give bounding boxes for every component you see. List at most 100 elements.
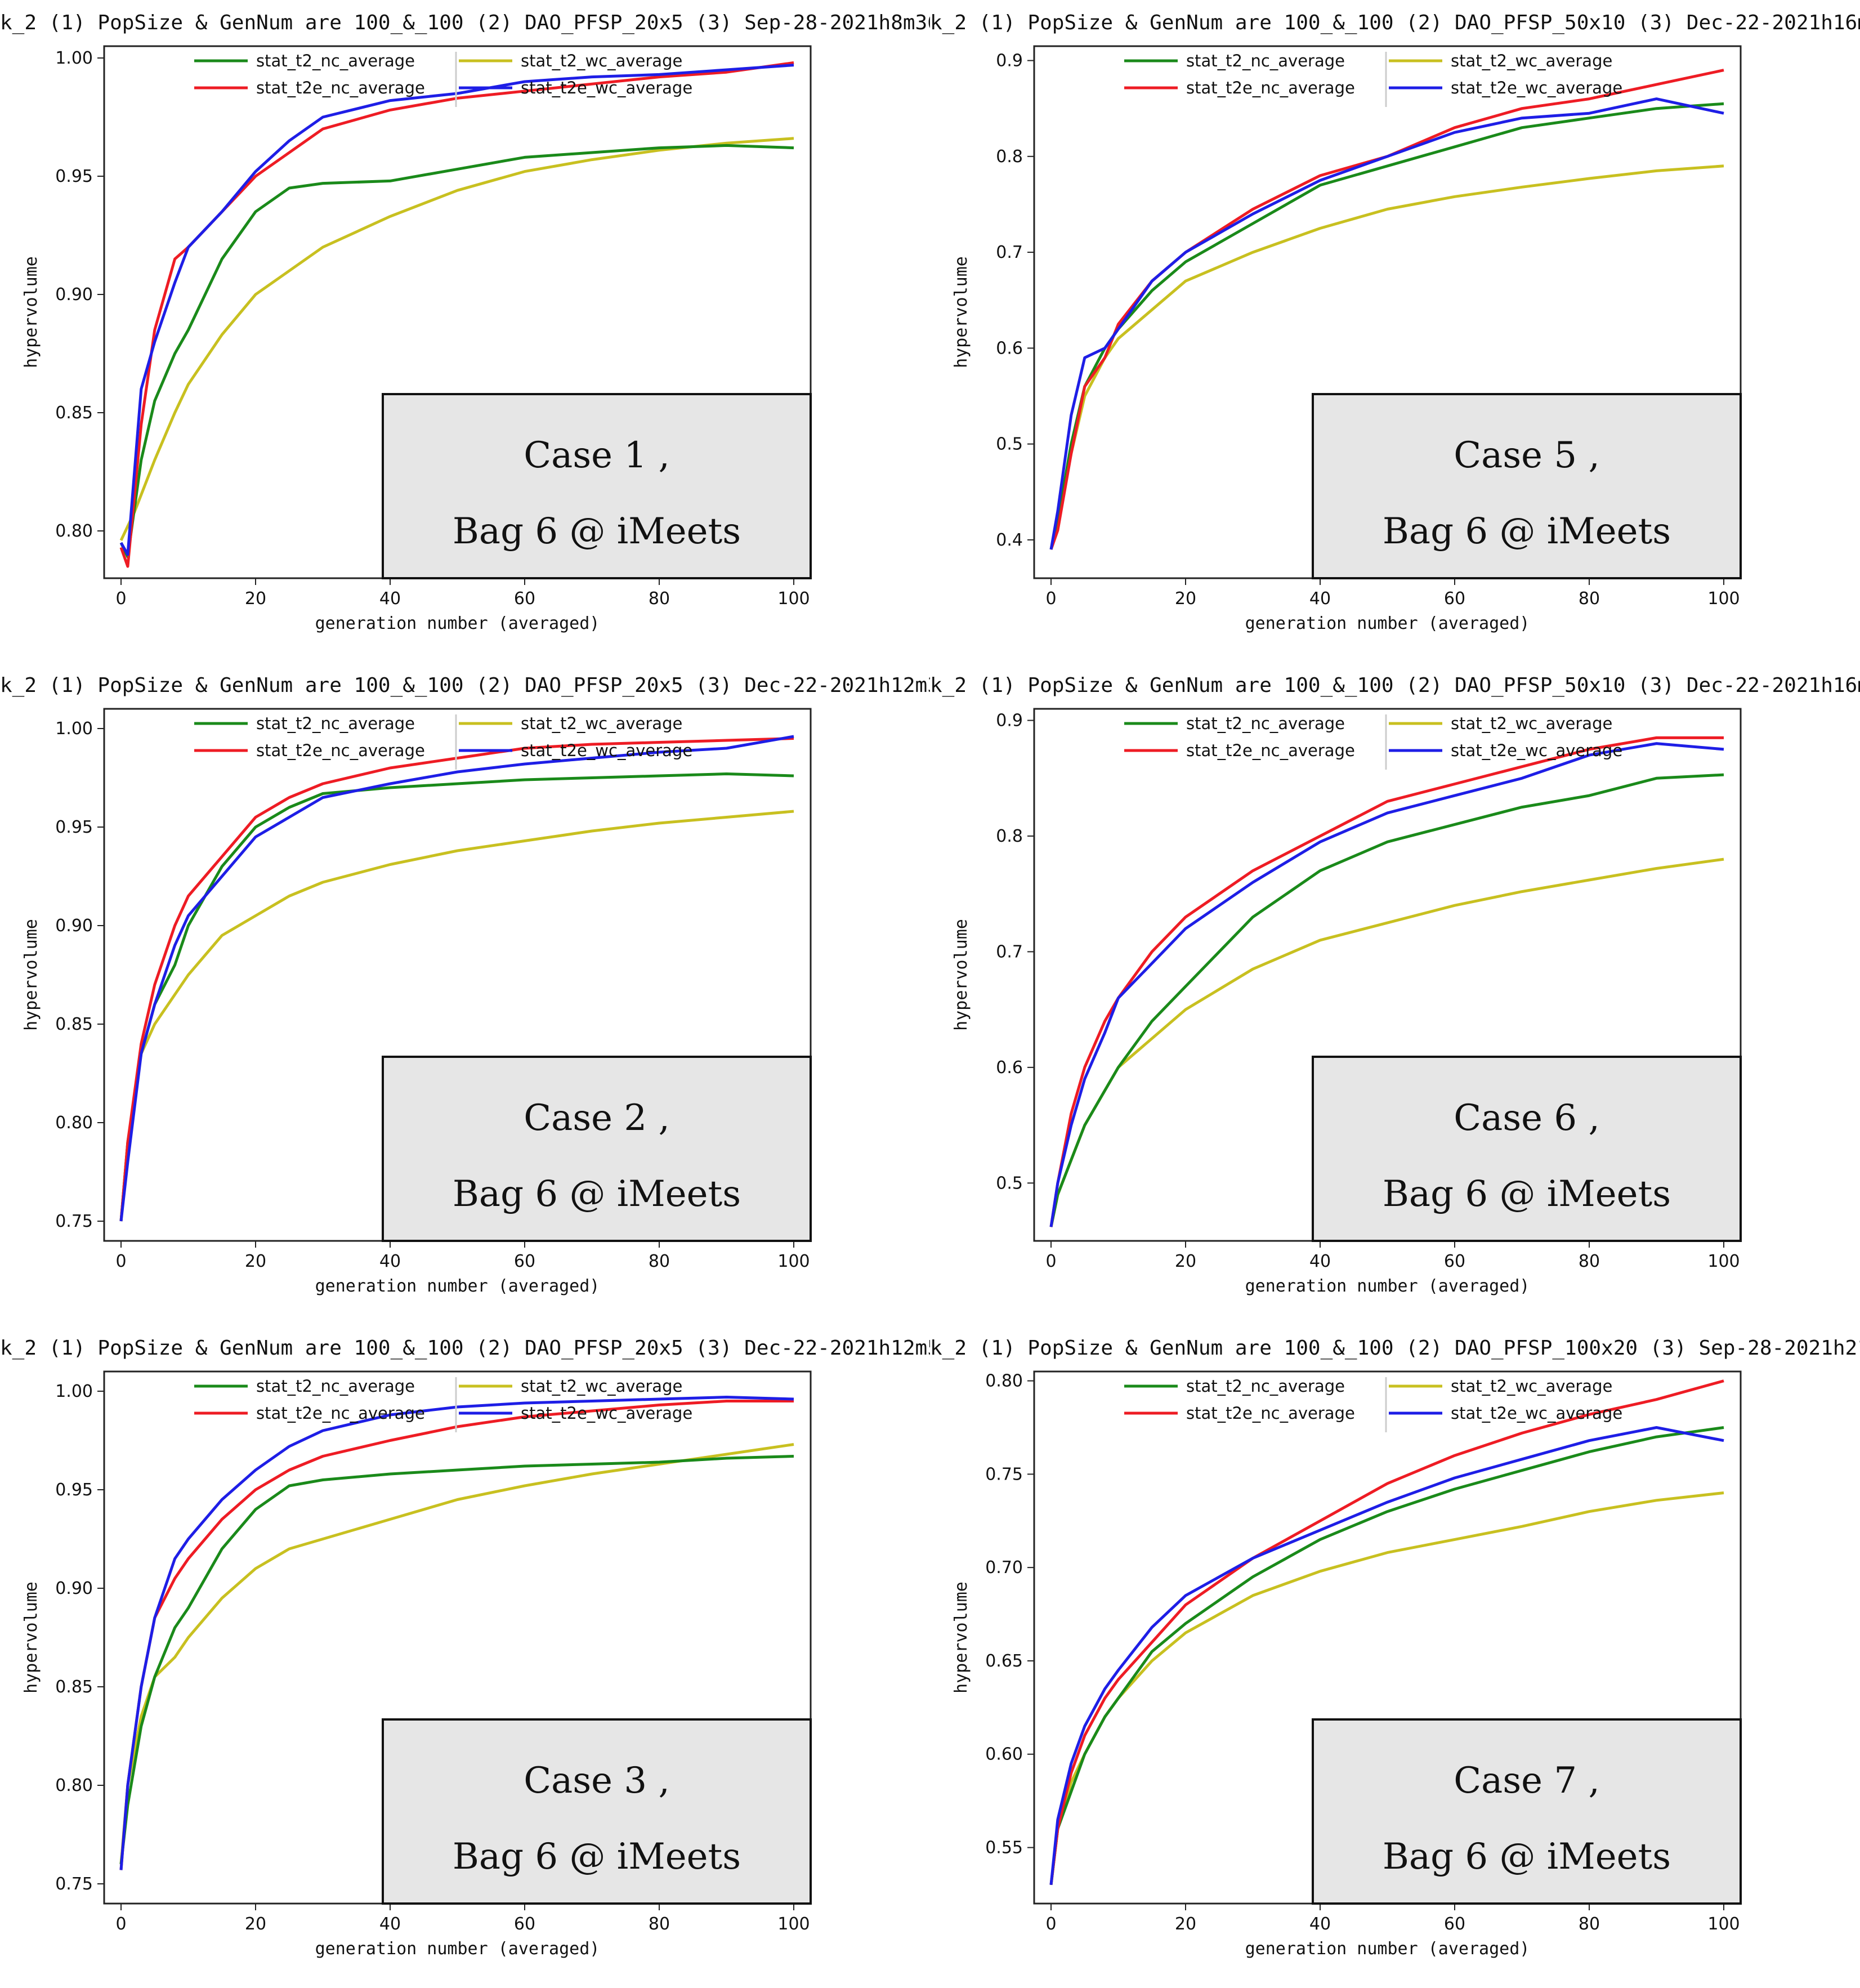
legend-entry: stat_t2_wc_average [1451, 51, 1612, 70]
chart-panel-case-7: k_2 (1) PopSize & GenNum are 100_&_100 (… [930, 1325, 1860, 1988]
series-line-stat-t2e-wc-average [1049, 97, 1724, 550]
y-tick-label: 0.9 [996, 711, 1023, 731]
case-label: Case 7 , [1454, 1760, 1600, 1802]
x-tick-label: 0 [115, 589, 126, 609]
x-tick-label: 80 [1579, 1252, 1600, 1271]
chart-plot: 0.75 0.80 0.85 0.90 0.95 1.00 0 20 40 60 80 100 gene… [21, 1370, 812, 1959]
y-tick-label: 0.75 [55, 1874, 93, 1894]
x-tick-label: 40 [1309, 589, 1331, 609]
y-tick-label: 0.80 [985, 1372, 1023, 1391]
x-tick-label: 60 [514, 1252, 535, 1271]
x-tick-label: 40 [379, 1914, 401, 1934]
legend-entry: stat_t2e_wc_average [521, 1404, 692, 1423]
case-box [382, 393, 812, 579]
x-tick-label: 0 [1045, 1914, 1056, 1934]
case-sublabel: Bag 6 @ iMeets [1383, 1836, 1671, 1878]
case-label: Case 5 , [1454, 435, 1600, 476]
series-line-stat-t2e-wc-average [119, 735, 794, 1222]
series-line-stat-t2-nc-average [119, 1455, 794, 1865]
legend-entry: stat_t2e_wc_average [1451, 1404, 1622, 1423]
x-tick-label: 100 [777, 589, 810, 609]
series-line-stat-t2e-nc-average [119, 737, 794, 1222]
y-tick-label: 0.85 [55, 1677, 93, 1697]
x-tick-label: 20 [245, 1252, 266, 1271]
y-tick-label: 0.95 [55, 167, 93, 186]
x-tick-label: 100 [1707, 589, 1740, 609]
y-tick-label: 0.85 [55, 1015, 93, 1034]
y-tick-label: 0.8 [996, 147, 1023, 167]
x-axis-label: generation number (averaged) [315, 1276, 600, 1296]
case-label: Case 1 , [524, 435, 670, 476]
legend-entry: stat_t2_nc_average [256, 51, 415, 70]
legend-entry: stat_t2e_wc_average [1451, 741, 1622, 760]
case-box [382, 1056, 812, 1242]
legend-entry: stat_t2_wc_average [1451, 1377, 1612, 1396]
y-axis-label: hypervolume [951, 919, 971, 1031]
x-tick-label: 20 [1175, 1914, 1196, 1934]
y-tick-label: 0.75 [985, 1464, 1023, 1484]
series-line-stat-t2e-wc-average [119, 64, 794, 556]
series-line-stat-t2-wc-average [119, 137, 794, 541]
chart-plot: 0.55 0.60 0.65 0.70 0.75 0.80 0 20 40 60 80 100 gene… [951, 1370, 1742, 1959]
series-line-stat-t2e-wc-average [119, 1396, 794, 1870]
y-tick-label: 0.55 [985, 1838, 1023, 1858]
legend-entry: stat_t2_nc_average [1186, 714, 1345, 733]
legend-entry: stat_t2e_nc_average [1186, 1404, 1355, 1423]
chart-title: k_2 (1) PopSize & GenNum are 100_&_100 (… [930, 674, 1860, 697]
series-line-stat-t2-wc-average [119, 810, 794, 1222]
y-tick-label: 0.9 [996, 51, 1023, 71]
y-tick-label: 1.00 [55, 48, 93, 68]
chart-plot: 0.5 0.6 0.7 0.8 0.9 0 20 40 60 80 100 generation nu… [951, 708, 1742, 1296]
chart-plot: 0.80 0.85 0.90 0.95 1.00 0 20 40 60 80 100 generati… [21, 45, 812, 633]
series-line-stat-t2e-nc-average [1049, 736, 1724, 1227]
y-axis-label: hypervolume [21, 256, 41, 368]
y-tick-label: 0.80 [55, 1776, 93, 1795]
x-tick-label: 80 [649, 1252, 670, 1271]
y-tick-label: 0.95 [55, 1480, 93, 1500]
case-sublabel: Bag 6 @ iMeets [1383, 511, 1671, 552]
y-tick-label: 0.5 [996, 435, 1023, 454]
case-box [1312, 393, 1742, 579]
chart-panel-case-5: k_2 (1) PopSize & GenNum are 100_&_100 (… [930, 0, 1860, 663]
x-tick-label: 40 [379, 589, 401, 609]
case-sublabel: Bag 6 @ iMeets [453, 1836, 741, 1878]
x-axis-label: generation number (averaged) [1245, 614, 1530, 633]
y-axis-label: hypervolume [21, 919, 41, 1031]
series-line-stat-t2e-wc-average [1049, 742, 1724, 1227]
chart-title: k_2 (1) PopSize & GenNum are 100_&_100 (… [0, 11, 930, 34]
x-tick-label: 60 [514, 1914, 535, 1934]
y-axis-label: hypervolume [951, 256, 971, 368]
y-tick-label: 0.90 [55, 285, 93, 305]
y-tick-label: 0.7 [996, 942, 1023, 962]
case-box [382, 1718, 812, 1905]
y-tick-label: 0.90 [55, 916, 93, 936]
x-tick-label: 100 [1707, 1252, 1740, 1271]
x-axis-label: generation number (averaged) [315, 614, 600, 633]
y-tick-label: 0.6 [996, 1058, 1023, 1078]
series-line-stat-t2e-nc-average [1049, 1379, 1724, 1886]
legend-entry: stat_t2_wc_average [521, 714, 682, 733]
y-tick-label: 1.00 [55, 719, 93, 739]
x-tick-label: 80 [1579, 589, 1600, 609]
chart-title: k_2 (1) PopSize & GenNum are 100_&_100 (… [0, 674, 930, 697]
chart-plot: 0.4 0.5 0.6 0.7 0.8 0.9 0 20 40 60 80 100 generation… [951, 45, 1742, 633]
x-tick-label: 0 [1045, 1252, 1056, 1271]
y-axis-label: hypervolume [951, 1582, 971, 1694]
y-tick-label: 0.5 [996, 1173, 1023, 1193]
x-tick-label: 60 [1444, 1252, 1465, 1271]
legend-entry: stat_t2_wc_average [521, 51, 682, 70]
legend-entry: stat_t2_nc_average [256, 1377, 415, 1396]
chart-plot: 0.75 0.80 0.85 0.90 0.95 1.00 0 20 40 60 80 100 gene… [21, 708, 812, 1296]
y-tick-label: 0.95 [55, 817, 93, 837]
y-tick-label: 0.60 [985, 1745, 1023, 1764]
x-tick-label: 0 [115, 1252, 126, 1271]
y-tick-label: 0.80 [55, 521, 93, 541]
x-axis-label: generation number (averaged) [1245, 1939, 1530, 1959]
legend-entry: stat_t2e_nc_average [256, 741, 425, 760]
chart-panel-case-6: k_2 (1) PopSize & GenNum are 100_&_100 (… [930, 663, 1860, 1325]
y-tick-label: 0.6 [996, 338, 1023, 358]
x-tick-label: 40 [1309, 1252, 1331, 1271]
x-tick-label: 40 [1309, 1914, 1331, 1934]
legend-entry: stat_t2e_wc_average [521, 78, 692, 97]
case-box [1312, 1718, 1742, 1905]
